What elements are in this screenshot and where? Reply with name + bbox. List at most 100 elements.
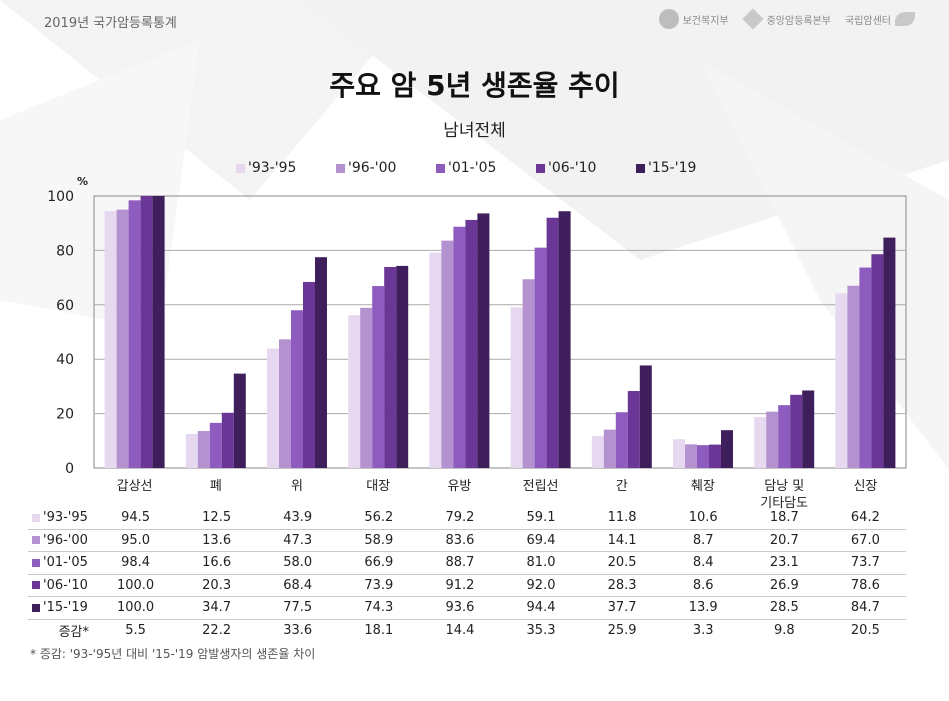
table-cell: 47.3	[283, 532, 313, 548]
bar	[315, 257, 327, 468]
table-cell: 37.7	[607, 600, 637, 616]
row-label-text: '15-'19	[43, 600, 88, 616]
bar	[372, 286, 385, 468]
row-swatch	[32, 603, 40, 612]
chart-title: 주요 암 5년 생존율 추이	[329, 69, 620, 102]
logo-group: 보건복지부 중앙암등록본부 국립암센터	[658, 8, 915, 30]
bar	[697, 445, 709, 468]
legend-swatch	[436, 163, 445, 173]
row-label: 증감*	[28, 621, 95, 640]
table-cell: 98.4	[121, 555, 151, 571]
table-cell: 58.9	[364, 532, 394, 548]
bar	[871, 254, 884, 468]
table-cell: 69.4	[526, 532, 556, 548]
table-row: '96-'00 95.0 13.6 47.3 58.9 83.6 69.4 14.1 8.7 20…	[28, 530, 906, 552]
legend-label: '93-'95	[248, 160, 297, 176]
plot-frame	[93, 195, 907, 469]
table-cell: 20.5	[850, 622, 880, 638]
bar	[348, 315, 361, 468]
legend-item: '15-'19	[636, 160, 736, 176]
row-label-text: '01-'05	[43, 555, 88, 571]
bar	[233, 373, 246, 468]
table-cell: 28.5	[769, 600, 799, 616]
table-cell: 26.9	[769, 577, 799, 593]
legend-swatch	[636, 163, 645, 173]
table-cell: 92.0	[526, 577, 556, 593]
row-label: '06-'10	[28, 578, 95, 593]
ncc-logo-text: 국립암센터	[845, 15, 891, 27]
legend-item: '01-'05	[436, 160, 536, 176]
row-label: '93-'95	[28, 510, 95, 525]
table-cell: 73.7	[850, 555, 880, 571]
bar	[267, 348, 279, 468]
table-cell: 81.0	[526, 555, 556, 571]
table-cell: 88.7	[445, 555, 475, 571]
mohw-logo: 보건복지부	[658, 9, 729, 29]
bar	[627, 391, 640, 468]
bar	[766, 411, 779, 468]
table-cell: 33.6	[283, 622, 313, 638]
bar	[615, 412, 628, 468]
row-label-text: '06-'10	[43, 577, 88, 593]
table-row: '93-'95 94.5 12.5 43.9 56.2 79.2 59.1 11.8 10.6 1…	[28, 507, 906, 530]
data-table: '93-'95 94.5 12.5 43.9 56.2 79.2 59.1 11.8 10.6 1…	[28, 507, 906, 641]
bar	[116, 209, 129, 468]
table-cell: 5.5	[125, 622, 146, 638]
legend-item: '93-'95	[236, 160, 336, 176]
bar	[709, 444, 721, 468]
x-tick-label: 신장	[853, 479, 877, 494]
bar	[291, 310, 303, 468]
table-cell: 20.3	[202, 577, 232, 593]
legend-label: '06-'10	[548, 160, 597, 176]
table-cell: 8.4	[692, 555, 714, 571]
table-cell: 77.5	[283, 600, 313, 616]
row-label-text: '93-'95	[43, 510, 88, 526]
bar	[591, 435, 604, 468]
bar	[396, 265, 409, 468]
row-swatch	[32, 581, 40, 590]
table-cell: 35.3	[526, 622, 556, 638]
x-tick-label: 담낭 및	[764, 479, 804, 494]
table-cell: 56.2	[364, 510, 394, 526]
table-cell: 12.5	[202, 510, 232, 526]
legend-swatch	[236, 163, 245, 173]
table-cell: 8.6	[692, 577, 714, 593]
x-tick-label: 폐	[210, 479, 222, 494]
bar	[441, 240, 454, 468]
table-cell: 66.9	[364, 555, 394, 571]
table-cell: 20.7	[769, 532, 799, 548]
row-label-text: '96-'00	[43, 532, 88, 548]
bar	[104, 210, 117, 468]
bar	[197, 431, 210, 468]
table-cell: 58.0	[283, 555, 313, 571]
table-row: '01-'05 98.4 16.6 58.0 66.9 88.7 81.0 20.5 8.4 23…	[28, 552, 906, 575]
table-cell: 68.4	[283, 577, 313, 593]
legend-item: '96-'00	[336, 160, 436, 176]
bar	[360, 307, 373, 468]
table-cell: 23.1	[769, 555, 799, 571]
legend-item: '06-'10	[536, 160, 636, 176]
y-tick-label: 100	[47, 189, 74, 205]
mohw-logo-text: 보건복지부	[682, 15, 729, 27]
row-label: '15-'19	[28, 600, 95, 615]
bar	[128, 200, 141, 469]
table-cell: 22.2	[202, 622, 232, 638]
table-cell: 100.0	[116, 577, 155, 593]
table-cell: 25.9	[607, 622, 637, 638]
table-cell: 91.2	[445, 577, 475, 593]
table-cell: 14.1	[607, 532, 637, 548]
legend-label: '96-'00	[348, 160, 397, 176]
bar	[883, 237, 896, 468]
bar	[510, 307, 523, 468]
table-cell: 93.6	[445, 600, 475, 616]
table-cell: 28.3	[607, 577, 637, 593]
bar	[603, 429, 616, 468]
bar	[546, 217, 559, 468]
bar	[685, 444, 697, 468]
table-cell: 73.9	[364, 577, 394, 593]
table-cell: 34.7	[202, 600, 232, 616]
table-cell: 64.2	[850, 510, 880, 526]
footnote: * 증감: '93-'95년 대비 '15-'19 암발생자의 생존율 차이	[30, 647, 316, 661]
table-cell: 11.8	[607, 510, 637, 526]
bar	[477, 213, 490, 468]
